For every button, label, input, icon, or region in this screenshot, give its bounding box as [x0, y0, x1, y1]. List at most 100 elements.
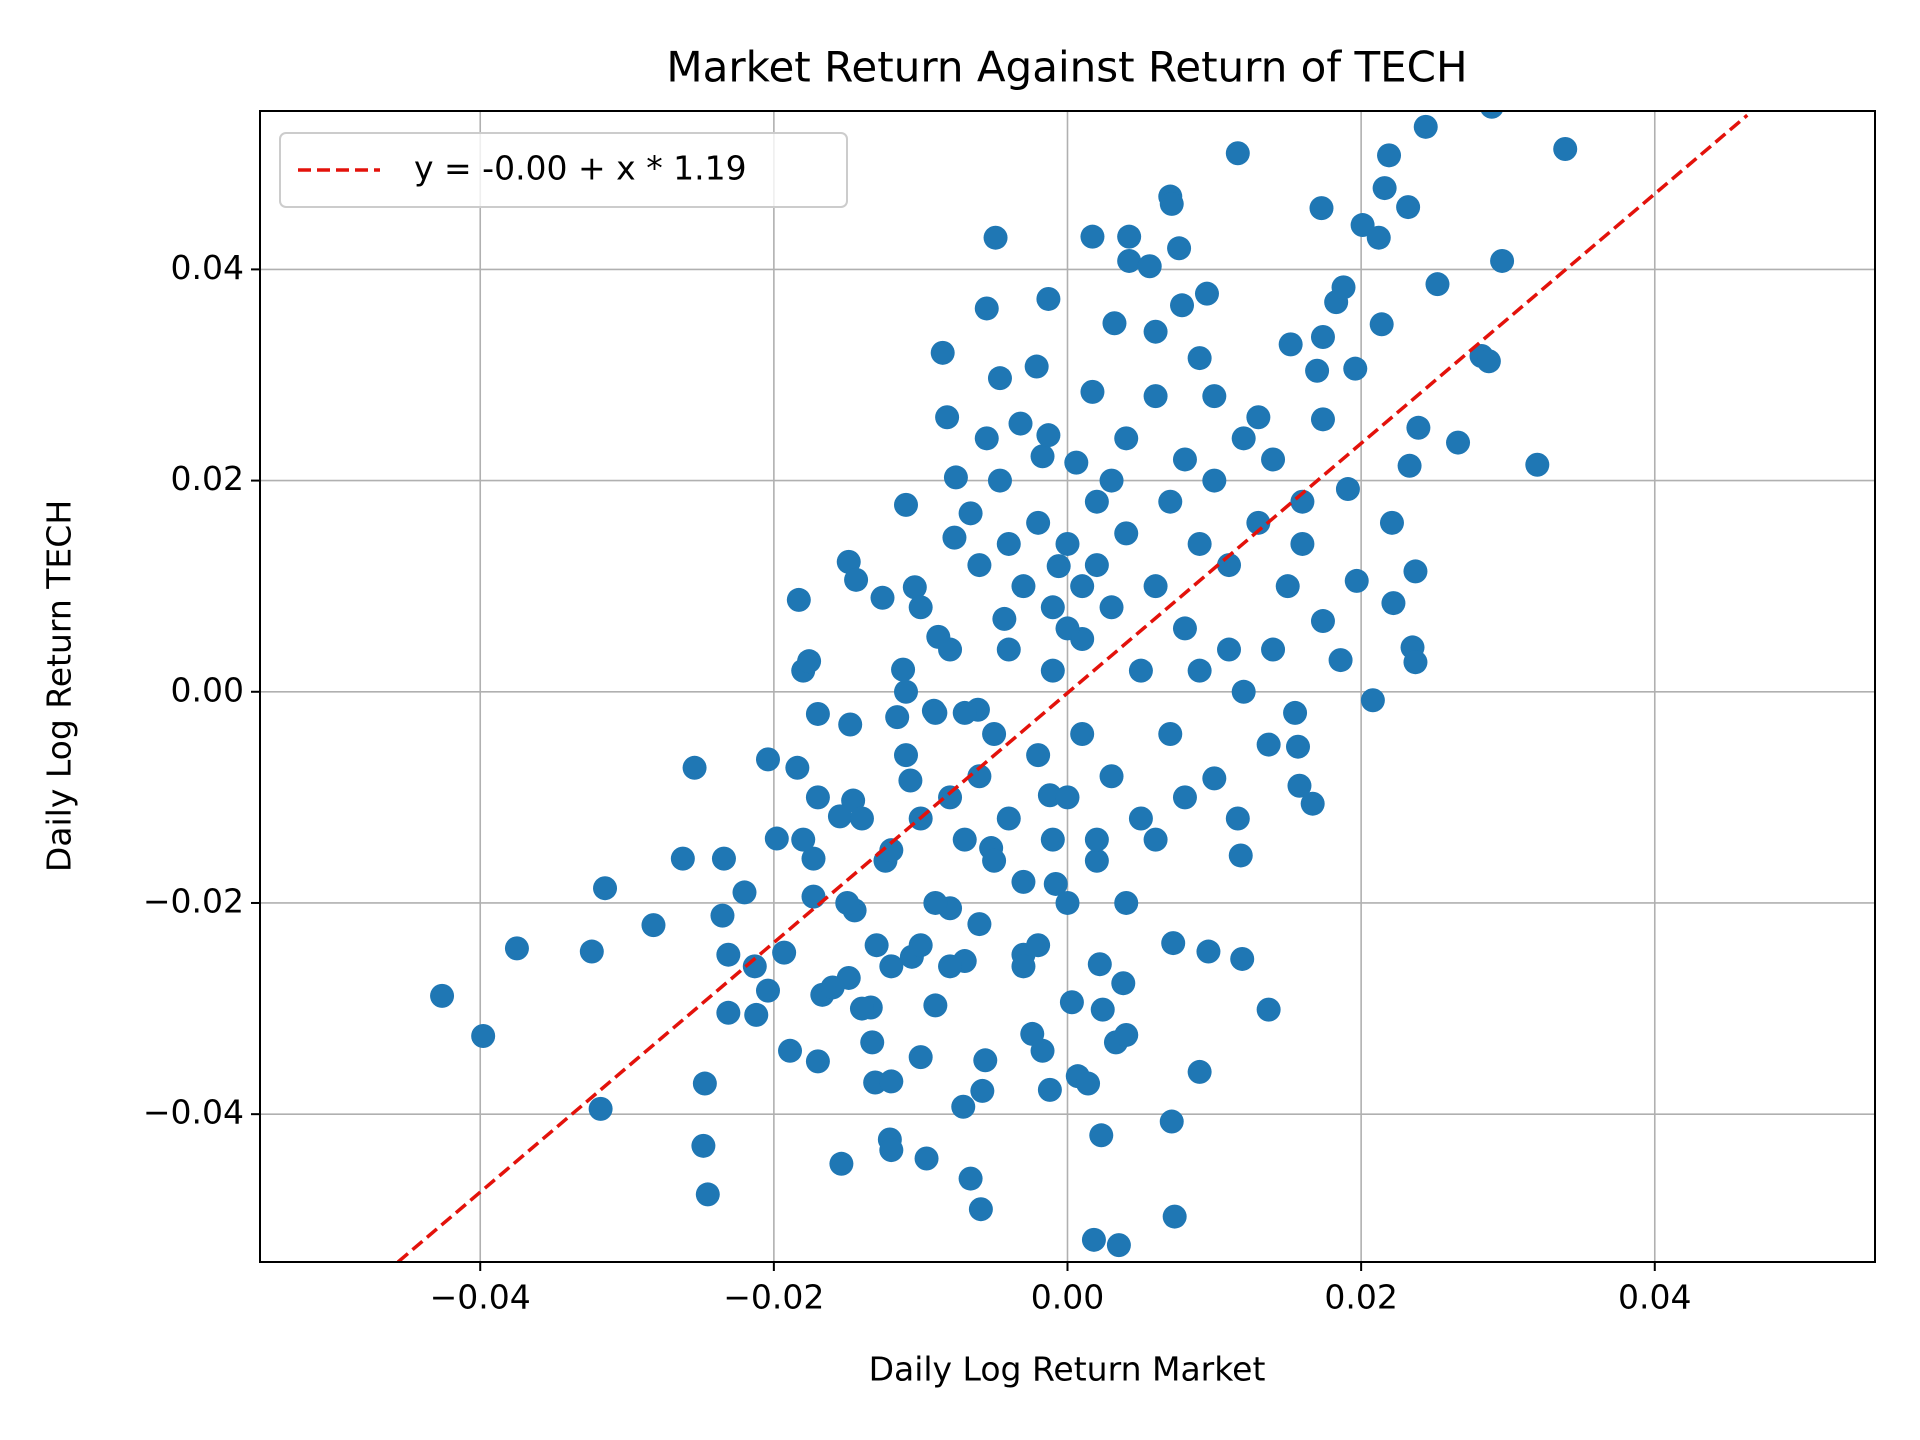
point [764, 826, 789, 851]
point [1310, 324, 1335, 349]
point [967, 553, 992, 578]
point [1369, 312, 1394, 337]
point [755, 747, 780, 772]
point [1099, 764, 1124, 789]
point [1080, 379, 1105, 404]
point [1406, 415, 1431, 440]
point [1117, 248, 1142, 273]
point [1030, 1038, 1055, 1063]
point [1114, 426, 1139, 451]
point [879, 1069, 904, 1094]
point [1111, 971, 1136, 996]
point [1143, 827, 1168, 852]
point [894, 492, 918, 517]
point [1167, 236, 1192, 261]
point [1080, 224, 1105, 249]
point [838, 712, 863, 737]
point [593, 876, 618, 901]
point [1196, 939, 1221, 964]
point [1261, 447, 1286, 472]
point [692, 1071, 717, 1096]
point [791, 827, 816, 852]
point [987, 468, 1012, 493]
point [1084, 553, 1109, 578]
point [1172, 616, 1197, 641]
point [1553, 137, 1578, 162]
y-tick-label: 0.02 [171, 459, 244, 498]
point [968, 1197, 993, 1222]
point [982, 722, 1007, 747]
point [801, 884, 826, 909]
point [1286, 734, 1311, 759]
point [1377, 143, 1402, 168]
point [1366, 225, 1391, 250]
point [1228, 843, 1253, 868]
point [1114, 521, 1139, 546]
point [1055, 890, 1080, 915]
point [996, 531, 1021, 556]
point [1037, 783, 1062, 808]
point [1114, 1022, 1139, 1047]
y-tick-label: −0.02 [143, 881, 244, 920]
point [1225, 141, 1250, 166]
legend: y = -0.00 + x * 1.19 [279, 132, 848, 208]
point [1011, 574, 1036, 599]
point [879, 838, 904, 863]
point [992, 606, 1017, 631]
point [1076, 1071, 1101, 1096]
point [938, 785, 963, 810]
point [1231, 679, 1256, 704]
point [1046, 554, 1071, 579]
point [967, 764, 992, 789]
point [785, 755, 810, 780]
point [996, 806, 1021, 831]
point [755, 978, 780, 1003]
point [1026, 933, 1051, 958]
point [1070, 722, 1095, 747]
point [844, 567, 869, 592]
point [579, 939, 604, 964]
point [1335, 477, 1360, 502]
point [923, 700, 948, 725]
point [923, 993, 948, 1018]
point [885, 705, 910, 730]
point [1231, 426, 1256, 451]
point [1043, 871, 1068, 896]
point [695, 1182, 720, 1207]
point [1128, 806, 1153, 831]
point [1040, 595, 1065, 620]
point [1261, 637, 1286, 662]
point [996, 637, 1021, 662]
point [973, 1048, 998, 1073]
point [1290, 531, 1315, 556]
point [1036, 423, 1061, 448]
point [1194, 281, 1219, 306]
point [641, 913, 666, 938]
point [1350, 213, 1375, 238]
point [1036, 286, 1061, 311]
legend-label: y = -0.00 + x * 1.19 [414, 149, 747, 188]
point [1087, 952, 1112, 977]
point [1344, 568, 1369, 593]
point [1024, 354, 1049, 379]
point [1413, 114, 1438, 139]
point [1217, 637, 1241, 662]
point [820, 975, 845, 1000]
point [742, 954, 767, 979]
fit-line [396, 113, 1749, 1262]
point [430, 983, 455, 1008]
point [1099, 595, 1124, 620]
point [870, 585, 895, 610]
y-tick-label: −0.04 [143, 1093, 244, 1132]
x-tick-label: 0.02 [1324, 1278, 1397, 1317]
point [914, 1146, 939, 1171]
x-tick-label: 0.00 [1031, 1278, 1104, 1317]
point [1425, 272, 1450, 297]
x-axis-label: Daily Log Return Market [869, 1350, 1266, 1389]
point [1099, 468, 1124, 493]
point [1084, 848, 1109, 873]
point [943, 465, 968, 490]
point [1305, 358, 1330, 383]
point [935, 405, 960, 430]
